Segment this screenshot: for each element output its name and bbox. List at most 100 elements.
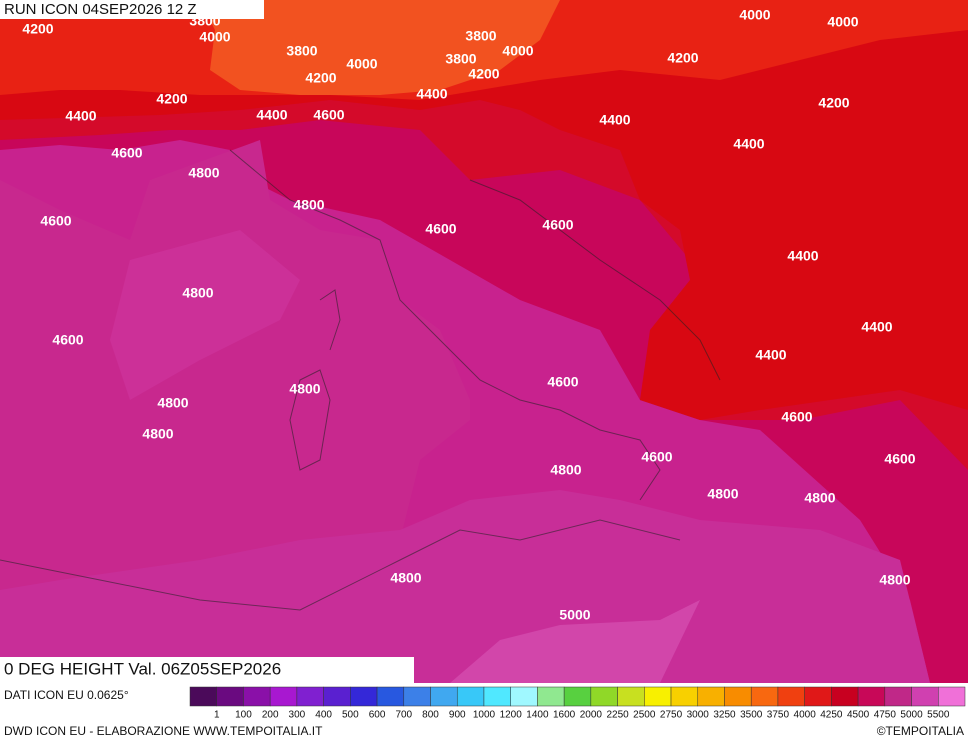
contour-label: 4400 [65,108,96,124]
colorbar-swatch [269,686,298,707]
contour-label: 3800 [189,13,220,29]
colorbar-swatch [216,686,244,707]
contour-label: 4800 [804,490,835,506]
run-label: RUN ICON 04SEP2026 12 Z [4,1,197,18]
colorbar-label: 900 [449,710,466,721]
colorbar-swatch [189,686,217,707]
contour-label: 4600 [884,451,915,467]
contour-label: 4400 [755,347,786,363]
colorbar-swatch [350,686,378,707]
colorbar-label: 1600 [553,710,576,721]
colorbar-label: 100 [235,710,252,721]
colorbar-label: 4000 [794,710,817,721]
colorbar-swatch [563,686,592,707]
map-title: 0 DEG HEIGHT Val. 06Z05SEP2026 [4,659,281,678]
contour-label: 4600 [547,374,578,390]
contour-label: 4200 [305,70,336,86]
credit: DWD ICON EU - ELABORAZIONE WWW.TEMPOITAL… [4,724,323,738]
colorbar-label: 3250 [713,710,736,721]
contour-label: 4800 [289,381,320,397]
colorbar-label: 2750 [660,710,683,721]
contour-label: 4600 [40,213,71,229]
contour-label: 4200 [22,21,53,37]
colorbar-label: 5500 [927,710,950,721]
contour-label: 4000 [827,14,858,30]
colorbar-swatch [617,686,645,707]
colorbar-swatch [644,686,672,707]
colorbar-swatch [777,686,805,707]
run-box [0,0,264,19]
colorbar-label: 2250 [606,710,629,721]
contour-label: 4200 [468,66,499,82]
contour-label: 4400 [599,112,630,128]
contour-label: 5000 [559,607,590,623]
contour-label: 3800 [286,43,317,59]
colorbar-swatch [938,686,966,707]
colorbar-label: 500 [342,710,359,721]
colorbar-swatch [323,686,351,707]
colorbar-swatch [857,686,886,707]
title-box [0,657,414,683]
contour-label: 4800 [142,426,173,442]
colorbar-swatch [537,686,565,707]
colorbar-swatch [376,686,405,707]
colorbar-label: 400 [315,710,332,721]
colorbar-swatch [296,686,324,707]
colorbar-swatch [831,686,859,707]
colorbar-label: 200 [262,710,279,721]
contour-label: 4200 [156,91,187,107]
contour-label: 4800 [390,570,421,586]
contour-label: 4400 [256,107,287,123]
field-4800-inner [110,230,300,400]
contour-label: 4400 [861,319,892,335]
colorbar-swatch [510,686,538,707]
colorbar-swatch [670,686,699,707]
colorbar-swatch [403,686,431,707]
contour-label: 4600 [313,107,344,123]
contour-label: 4600 [781,409,812,425]
colorbar-label: 2500 [633,710,656,721]
contour-label: 4000 [739,7,770,23]
contour-label: 4000 [502,43,533,59]
source-label: DATI ICON EU 0.0625° [4,688,129,702]
contour-label: 4800 [550,462,581,478]
contour-label: 4800 [293,197,324,213]
contour-label: 4800 [879,572,910,588]
contour-label: 4600 [425,221,456,237]
contour-label: 4200 [667,50,698,66]
colorbar-label: 700 [395,710,412,721]
field-south [0,490,930,683]
colorbar-label: 3500 [740,710,763,721]
colorbar-swatch [590,686,618,707]
colorbar-label: 5000 [900,710,923,721]
colorbar-swatch [750,686,779,707]
colorbar-label: 1000 [473,710,496,721]
contour-label: 4600 [542,217,573,233]
contour-label: 4400 [416,86,447,102]
colorbar-swatch [483,686,511,707]
field-3800 [200,0,560,95]
contour-label: 4000 [199,29,230,45]
colorbar-swatch [697,686,725,707]
field-5000 [450,600,700,683]
contour-label: 4600 [111,145,142,161]
colorbar-swatch [884,686,912,707]
contour-label: 4200 [818,95,849,111]
contour-label: 4800 [707,486,738,502]
contour-label: 4400 [733,136,764,152]
contour-label: 4800 [157,395,188,411]
colorbar-label: 4250 [820,710,843,721]
colorbar-label: 1200 [500,710,523,721]
contour-label: 4600 [641,449,672,465]
contour-label: 4800 [182,285,213,301]
colorbar-swatch [724,686,752,707]
colorbar-label: 1400 [526,710,549,721]
copyright: ©TEMPOITALIA [877,724,964,738]
coastlines [0,149,721,611]
colorbar-swatch [804,686,832,707]
contour-label: 4000 [346,56,377,72]
colorbar-label: 4500 [847,710,870,721]
colorbar-swatch [456,686,485,707]
colorbar-swatch [911,686,939,707]
